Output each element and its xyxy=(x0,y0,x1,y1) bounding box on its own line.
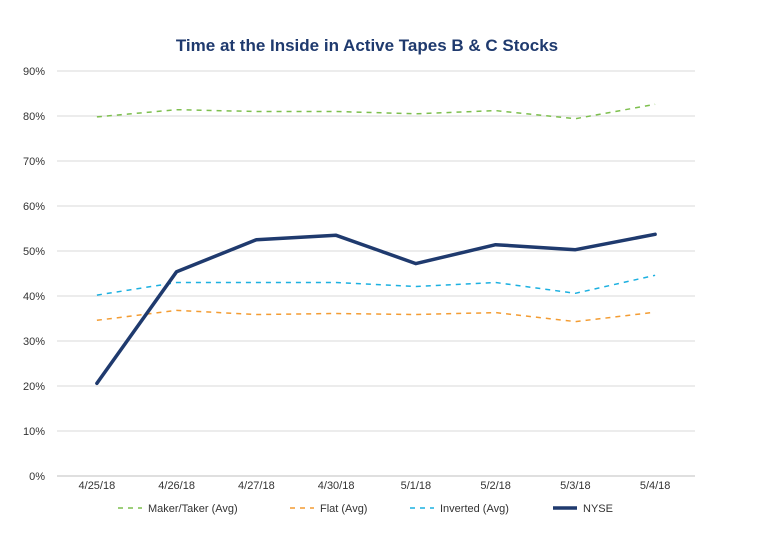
x-tick-label: 4/25/18 xyxy=(79,480,116,492)
y-tick-label: 20% xyxy=(23,381,45,393)
y-tick-label: 40% xyxy=(23,291,45,303)
y-tick-label: 10% xyxy=(23,426,45,438)
y-tick-label: 80% xyxy=(23,111,45,123)
series-line xyxy=(96,103,656,120)
y-tick-label: 50% xyxy=(23,246,45,258)
series-line xyxy=(95,232,657,386)
series-line xyxy=(96,274,656,296)
x-tick-label: 5/3/18 xyxy=(560,480,591,492)
x-tick-label: 4/27/18 xyxy=(238,480,275,492)
x-tick-label: 5/4/18 xyxy=(640,480,671,492)
legend-label: Maker/Taker (Avg) xyxy=(148,503,238,515)
y-tick-label: 30% xyxy=(23,336,45,348)
series-line xyxy=(96,309,656,323)
legend-label: Flat (Avg) xyxy=(320,503,367,515)
legend-label: Inverted (Avg) xyxy=(440,503,509,515)
x-tick-label: 4/26/18 xyxy=(158,480,195,492)
x-tick-label: 5/2/18 xyxy=(480,480,511,492)
chart-title: Time at the Inside in Active Tapes B & C… xyxy=(175,36,559,55)
gridlines xyxy=(57,70,695,477)
x-axis-ticks: 4/25/18 4/26/18 4/27/18 4/30/18 5/1/18 5/2/18… xyxy=(79,480,671,492)
legend: Maker/Taker (Avg) Flat (Avg) Inverted (Avg… xyxy=(118,503,613,515)
y-axis-ticks: 0% 10% 20% 30% 40% 50% 60% 70% 80% 90% xyxy=(23,66,45,483)
y-tick-label: 70% xyxy=(23,156,45,168)
x-tick-label: 5/1/18 xyxy=(401,480,432,492)
y-tick-label: 60% xyxy=(23,201,45,213)
x-tick-label: 4/30/18 xyxy=(318,480,355,492)
y-tick-label: 0% xyxy=(29,471,45,483)
legend-label: NYSE xyxy=(583,503,613,515)
series-lines xyxy=(95,103,657,386)
y-tick-label: 90% xyxy=(23,66,45,78)
